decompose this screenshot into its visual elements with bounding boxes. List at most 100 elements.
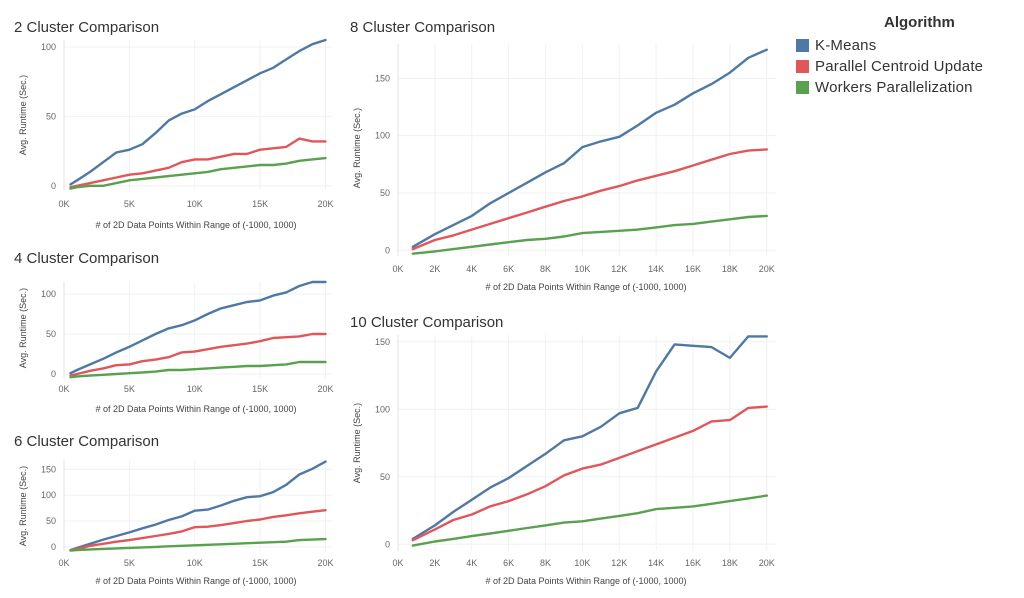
series-line-workers-parallelization xyxy=(69,360,327,379)
x-tick-label: 10K xyxy=(574,558,590,568)
legend-item-parallel-centroid[interactable]: Parallel Centroid Update xyxy=(796,57,983,75)
x-tick-label: 8K xyxy=(540,264,551,274)
x-tick-label: 12K xyxy=(611,558,627,568)
y-tick-label: 50 xyxy=(46,516,56,526)
chart-panel: 8 Cluster Comparison 0 50 100 150 0K 2K 4K 6K 8K 1… xyxy=(350,19,776,292)
series-line-workers-parallelization xyxy=(69,156,327,190)
x-tick-label: 0K xyxy=(392,264,403,274)
chart-panel: 4 Cluster Comparison 0 50 100 0K 5K 10K 15K 20K #… xyxy=(14,250,333,414)
y-tick-label: 100 xyxy=(41,490,56,500)
x-tick-label: 18K xyxy=(722,558,738,568)
y-tick-label: 50 xyxy=(46,329,56,339)
x-tick-label: 5K xyxy=(124,199,135,209)
x-tick-label: 16K xyxy=(685,264,701,274)
y-tick-label: 50 xyxy=(380,188,390,198)
series-line-parallel-centroid-update xyxy=(69,137,327,189)
chart-title: 2 Cluster Comparison xyxy=(14,19,159,36)
x-tick-label: 20K xyxy=(759,264,775,274)
x-tick-label: 20K xyxy=(759,558,775,568)
y-axis-title: Avg. Runtime (Sec.) xyxy=(352,403,362,483)
y-tick-label: 0 xyxy=(51,369,56,379)
chart-title: 10 Cluster Comparison xyxy=(350,314,503,331)
y-axis-title: Avg. Runtime (Sec.) xyxy=(18,466,28,546)
legend-swatch-workers xyxy=(796,80,809,94)
y-tick-label: 0 xyxy=(385,245,390,255)
x-tick-label: 0K xyxy=(392,558,403,568)
series-line-k-means xyxy=(411,335,768,541)
x-axis-title: # of 2D Data Points Within Range of (-10… xyxy=(485,282,686,292)
chart-panel: 2 Cluster Comparison 0 50 100 0K 5K 10K 15K 20K #… xyxy=(14,19,333,230)
x-tick-label: 10K xyxy=(187,558,203,568)
y-tick-label: 150 xyxy=(41,464,56,474)
y-tick-label: 50 xyxy=(46,111,56,121)
series-line-k-means xyxy=(411,48,768,249)
legend-label: Workers Parallelization xyxy=(815,78,973,96)
x-tick-label: 15K xyxy=(252,199,268,209)
y-tick-label: 100 xyxy=(375,404,390,414)
y-tick-label: 0 xyxy=(51,542,56,552)
legend-swatch-kmeans xyxy=(796,38,809,52)
x-tick-label: 10K xyxy=(187,384,203,394)
series-line-k-means xyxy=(69,280,327,375)
series-line-workers-parallelization xyxy=(411,214,768,255)
y-axis-title: Avg. Runtime (Sec.) xyxy=(352,108,362,188)
x-tick-label: 5K xyxy=(124,384,135,394)
x-tick-label: 15K xyxy=(252,384,268,394)
chart-title: 4 Cluster Comparison xyxy=(14,250,159,267)
legend-item-workers[interactable]: Workers Parallelization xyxy=(796,78,973,96)
series-line-workers-parallelization xyxy=(69,537,327,552)
x-tick-label: 10K xyxy=(574,264,590,274)
series-line-k-means xyxy=(69,38,327,186)
x-axis-title: # of 2D Data Points Within Range of (-10… xyxy=(95,576,296,586)
legend-item-kmeans[interactable]: K-Means xyxy=(796,36,876,54)
y-tick-label: 100 xyxy=(41,42,56,52)
x-tick-label: 20K xyxy=(317,558,333,568)
x-tick-label: 20K xyxy=(317,384,333,394)
x-tick-label: 2K xyxy=(429,264,440,274)
y-tick-label: 100 xyxy=(375,131,390,141)
y-tick-label: 50 xyxy=(380,472,390,482)
y-tick-label: 150 xyxy=(375,73,390,83)
series-line-parallel-centroid-update xyxy=(411,148,768,251)
x-tick-label: 14K xyxy=(648,558,664,568)
legend-title: Algorithm xyxy=(884,14,955,31)
x-tick-label: 5K xyxy=(124,558,135,568)
series-line-parallel-centroid-update xyxy=(69,332,327,377)
x-tick-label: 14K xyxy=(648,264,664,274)
legend-label: K-Means xyxy=(815,36,877,54)
x-tick-label: 16K xyxy=(685,558,701,568)
x-tick-label: 15K xyxy=(252,558,268,568)
y-axis-title: Avg. Runtime (Sec.) xyxy=(18,75,28,155)
legend-label: Parallel Centroid Update xyxy=(815,57,984,75)
x-tick-label: 2K xyxy=(429,558,440,568)
chart-title: 6 Cluster Comparison xyxy=(14,433,159,450)
x-tick-label: 12K xyxy=(611,264,627,274)
x-axis-title: # of 2D Data Points Within Range of (-10… xyxy=(95,404,296,414)
x-axis-title: # of 2D Data Points Within Range of (-10… xyxy=(95,220,296,230)
x-tick-label: 18K xyxy=(722,264,738,274)
x-tick-label: 8K xyxy=(540,558,551,568)
x-tick-label: 0K xyxy=(58,558,69,568)
x-tick-label: 0K xyxy=(58,384,69,394)
x-tick-label: 4K xyxy=(466,264,477,274)
chart-title: 8 Cluster Comparison xyxy=(350,19,495,36)
chart-panel: 6 Cluster Comparison 0 50 100 150 0K 5K 10K 15K 2… xyxy=(14,433,333,586)
x-tick-label: 0K xyxy=(58,199,69,209)
x-axis-title: # of 2D Data Points Within Range of (-10… xyxy=(485,576,686,586)
series-line-parallel-centroid-update xyxy=(69,509,327,552)
chart-panel: 10 Cluster Comparison 0 50 100 150 0K 2K 4K 6K 8K… xyxy=(350,314,776,586)
x-tick-label: 6K xyxy=(503,558,514,568)
x-tick-label: 6K xyxy=(503,264,514,274)
series-line-k-means xyxy=(69,460,327,552)
y-tick-label: 0 xyxy=(385,539,390,549)
y-axis-title: Avg. Runtime (Sec.) xyxy=(18,288,28,368)
y-tick-label: 0 xyxy=(51,181,56,191)
series-line-workers-parallelization xyxy=(411,494,768,547)
y-tick-label: 100 xyxy=(41,289,56,299)
series-line-parallel-centroid-update xyxy=(411,405,768,542)
x-tick-label: 10K xyxy=(187,199,203,209)
x-tick-label: 4K xyxy=(466,558,477,568)
x-tick-label: 20K xyxy=(317,199,333,209)
y-tick-label: 150 xyxy=(375,337,390,347)
